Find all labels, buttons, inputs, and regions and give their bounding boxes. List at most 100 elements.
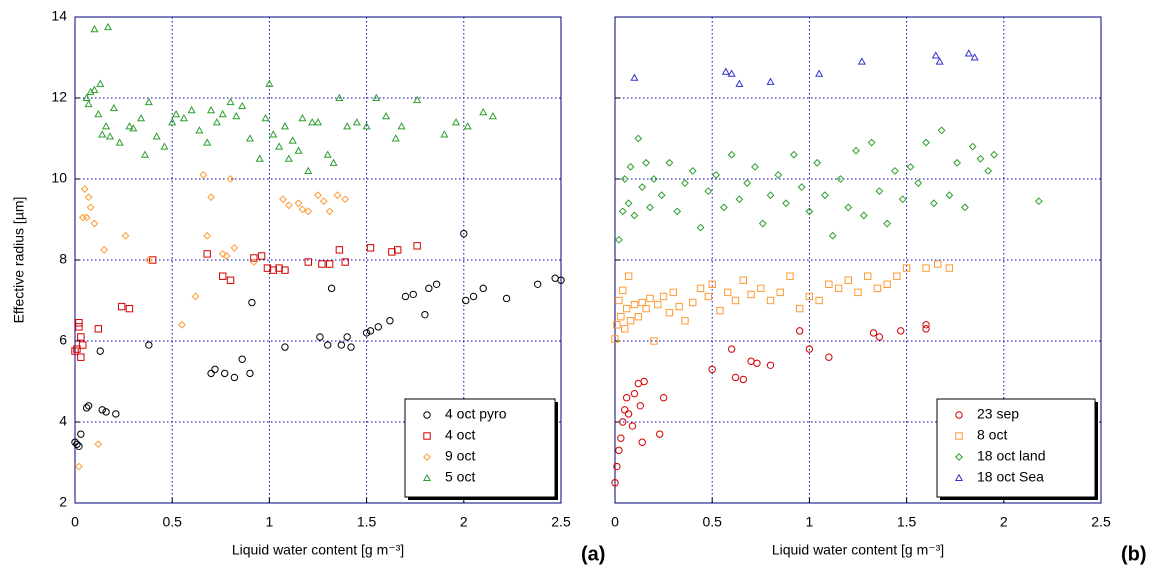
marker-triangle	[391, 134, 400, 142]
marker-square	[341, 258, 349, 266]
marker-diamond	[836, 175, 845, 183]
marker-circle	[656, 430, 664, 438]
marker-circle	[731, 373, 740, 382]
marker-square	[275, 264, 283, 272]
marker-diamond	[751, 162, 759, 171]
marker-diamond	[859, 211, 868, 220]
marker-triangle	[294, 146, 303, 154]
marker-diamond	[929, 199, 938, 208]
marker-diamond	[178, 320, 186, 329]
marker-diamond	[906, 162, 915, 171]
marker-diamond	[207, 193, 215, 202]
legend-marker	[423, 411, 431, 419]
marker-diamond	[665, 158, 674, 167]
marker-square	[622, 304, 631, 313]
marker-square	[675, 302, 683, 311]
marker-diamond	[218, 250, 227, 258]
marker-triangle	[115, 138, 124, 146]
marker-triangle	[362, 122, 371, 130]
marker-diamond	[953, 158, 962, 167]
x-axis-label: Liquid water content [g m⁻³]	[772, 542, 944, 558]
marker-triangle	[727, 69, 736, 77]
marker-diamond	[82, 213, 91, 222]
marker-diamond	[875, 187, 884, 196]
marker-square	[269, 266, 277, 274]
legend-marker	[423, 432, 431, 440]
legend-marker	[955, 411, 963, 419]
marker-square	[815, 296, 823, 305]
marker-square	[318, 260, 326, 268]
marker-diamond	[719, 203, 728, 212]
marker-circle	[82, 404, 91, 412]
y-tick-label: 6	[59, 332, 67, 348]
marker-diamond	[1034, 197, 1043, 206]
marker-circle	[624, 410, 633, 418]
marker-circle	[460, 229, 468, 238]
marker-triangle	[109, 103, 118, 112]
marker-square	[825, 280, 833, 289]
marker-circle	[611, 479, 619, 487]
marker-diamond	[898, 195, 907, 204]
marker-triangle	[298, 114, 307, 122]
marker-circle	[753, 359, 761, 367]
marker-triangle	[90, 24, 99, 33]
marker-diamond	[222, 252, 231, 260]
marker-triangle	[857, 57, 866, 65]
marker-square	[621, 325, 629, 333]
marker-circle	[230, 373, 239, 382]
x-tick-label: 1.5	[897, 514, 917, 530]
marker-triangle	[172, 109, 181, 118]
marker-square	[766, 296, 775, 305]
marker-diamond	[704, 187, 713, 196]
marker-circle	[469, 292, 478, 301]
marker-circle	[347, 343, 355, 351]
marker-triangle	[96, 79, 105, 87]
marker-square	[757, 284, 765, 293]
y-tick-label: 2	[59, 494, 67, 510]
marker-square	[747, 290, 755, 299]
marker-square	[335, 246, 344, 254]
marker-circle	[462, 296, 470, 305]
marker-circle	[621, 406, 629, 414]
marker-circle	[77, 430, 85, 438]
marker-square	[257, 252, 266, 260]
marker-square	[864, 272, 872, 280]
marker-diamond	[649, 175, 658, 183]
marker-square	[708, 280, 716, 289]
marker-circle	[897, 327, 905, 335]
marker-circle	[96, 347, 104, 355]
marker-triangle	[212, 118, 221, 126]
marker-circle	[622, 394, 631, 402]
marker-square	[94, 325, 103, 333]
legend-label: 18 oct Sea	[977, 469, 1044, 485]
marker-square	[203, 250, 211, 258]
marker-square	[805, 292, 814, 301]
marker-triangle	[343, 122, 352, 130]
marker-circle	[869, 329, 878, 337]
marker-diamond	[230, 243, 239, 252]
marker-square	[304, 258, 312, 266]
marker-circle	[248, 298, 256, 307]
marker-square	[650, 337, 658, 345]
marker-triangle	[304, 166, 313, 174]
marker-diamond	[883, 219, 892, 228]
marker-diamond	[80, 185, 89, 194]
marker-circle	[238, 355, 246, 363]
marker-square	[834, 284, 843, 293]
marker-circle	[102, 408, 110, 416]
marker-square	[615, 296, 623, 305]
marker-diamond	[852, 146, 860, 155]
marker-square	[704, 292, 713, 301]
marker-triangle	[82, 93, 91, 102]
marker-square	[71, 347, 79, 355]
legend-marker	[955, 453, 963, 461]
marker-triangle	[98, 130, 107, 138]
marker-circle	[145, 341, 153, 349]
marker-diamond	[121, 231, 130, 240]
legend-marker	[954, 473, 964, 482]
marker-triangle	[144, 97, 153, 106]
marker-triangle	[203, 138, 212, 146]
legend-shadow	[408, 497, 558, 500]
marker-circle	[316, 333, 324, 341]
marker-circle	[343, 333, 351, 341]
